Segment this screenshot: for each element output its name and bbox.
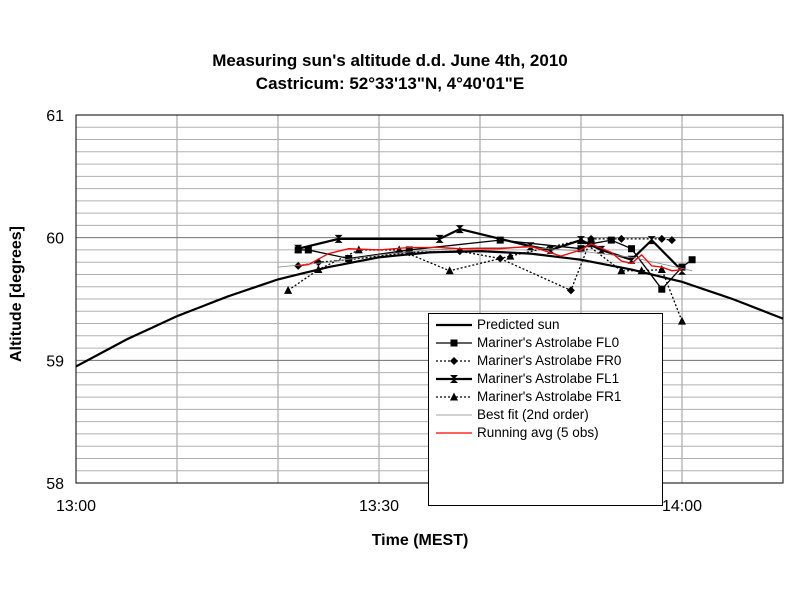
legend-swatch — [436, 414, 472, 416]
legend-swatch — [436, 392, 472, 401]
marker-triangle — [577, 235, 585, 244]
marker-diamond — [587, 234, 596, 243]
legend-label: Mariner's Astrolabe FL0 — [477, 335, 620, 350]
marker-triangle — [617, 266, 626, 275]
x-tick-label: 13:00 — [56, 498, 96, 515]
tick-layer: 13:00 13:30 14:00 58 59 60 61 — [46, 108, 702, 515]
series-1 — [294, 236, 696, 293]
marker-diamond — [450, 357, 458, 365]
marker-diamond — [657, 234, 666, 243]
marker-hourglass — [450, 375, 458, 383]
marker-square — [496, 236, 504, 244]
chart-title: Measuring sun's altitude d.d. June 4th, … — [212, 51, 568, 70]
marker-hourglass — [334, 234, 343, 243]
legend-swatch — [436, 432, 472, 434]
series-line — [298, 238, 672, 292]
marker-square — [658, 285, 666, 293]
series-line — [277, 247, 693, 272]
y-tick-label: 60 — [46, 231, 64, 248]
legend-item: Mariner's Astrolabe FR1 — [435, 389, 658, 405]
series-6 — [298, 243, 683, 272]
legend-item: Running avg (5 obs) — [435, 425, 658, 441]
legend-label: Mariner's Astrolabe FR0 — [477, 353, 622, 368]
legend-item: Predicted sun — [435, 317, 658, 333]
marker-square — [688, 256, 696, 264]
marker-triangle — [445, 266, 454, 275]
marker-triangle — [657, 265, 666, 274]
legend-label: Mariner's Astrolabe FR1 — [477, 389, 622, 404]
legend-label: Running avg (5 obs) — [477, 425, 599, 440]
y-axis-label: Altitude [degrees] — [8, 226, 25, 363]
marker-square — [304, 246, 312, 254]
marker-square — [607, 236, 615, 244]
marker-diamond — [566, 286, 575, 295]
marker-triangle — [678, 316, 686, 325]
marker-diamond — [617, 234, 626, 243]
marker-triangle — [314, 265, 323, 274]
marker-diamond — [405, 248, 414, 257]
legend-item: Mariner's Astrolabe FL0 — [435, 335, 658, 351]
x-tick-label: 13:30 — [359, 498, 399, 515]
y-tick-label: 61 — [46, 108, 64, 125]
x-axis-label: Time (MEST) — [371, 532, 469, 549]
marker-square — [628, 245, 635, 253]
legend-label: Predicted sun — [477, 317, 560, 332]
series-layer — [75, 225, 784, 368]
x-tick-label: 14:00 — [662, 498, 702, 515]
marker-triangle — [284, 285, 293, 294]
legend-swatch — [436, 375, 472, 383]
marker-hourglass — [435, 234, 444, 243]
legend-label: Mariner's Astrolabe FL1 — [477, 371, 620, 386]
marker-diamond — [344, 255, 353, 264]
y-tick-label: 58 — [46, 476, 64, 493]
legend: Predicted sun Mariner's Astrolabe FL0 Mari… — [428, 313, 663, 506]
legend-swatch — [436, 357, 472, 365]
marker-triangle — [450, 392, 458, 401]
marker-triangle — [637, 266, 646, 275]
legend-item: Mariner's Astrolabe FR0 — [435, 353, 658, 369]
series-5 — [277, 247, 693, 272]
legend-item: Mariner's Astrolabe FL1 — [435, 371, 658, 387]
marker-diamond — [667, 236, 676, 245]
legend-swatch — [436, 339, 472, 347]
series-line — [287, 239, 683, 322]
legend-swatch — [436, 323, 472, 327]
legend-label: Best fit (2nd order) — [477, 407, 589, 422]
marker-triangle — [395, 245, 404, 254]
marker-hourglass — [294, 244, 303, 253]
legend-item: Best fit (2nd order) — [435, 407, 658, 423]
y-tick-label: 59 — [46, 353, 64, 370]
marker-hourglass — [455, 225, 464, 234]
marker-square — [450, 339, 458, 347]
chart-subtitle: Castricum: 52°33'13"N, 4°40'01"E — [255, 74, 525, 93]
marker-square — [577, 245, 585, 253]
marker-hourglass — [647, 236, 656, 245]
series-4 — [284, 235, 686, 325]
series-line — [298, 243, 683, 272]
marker-triangle — [506, 251, 515, 260]
